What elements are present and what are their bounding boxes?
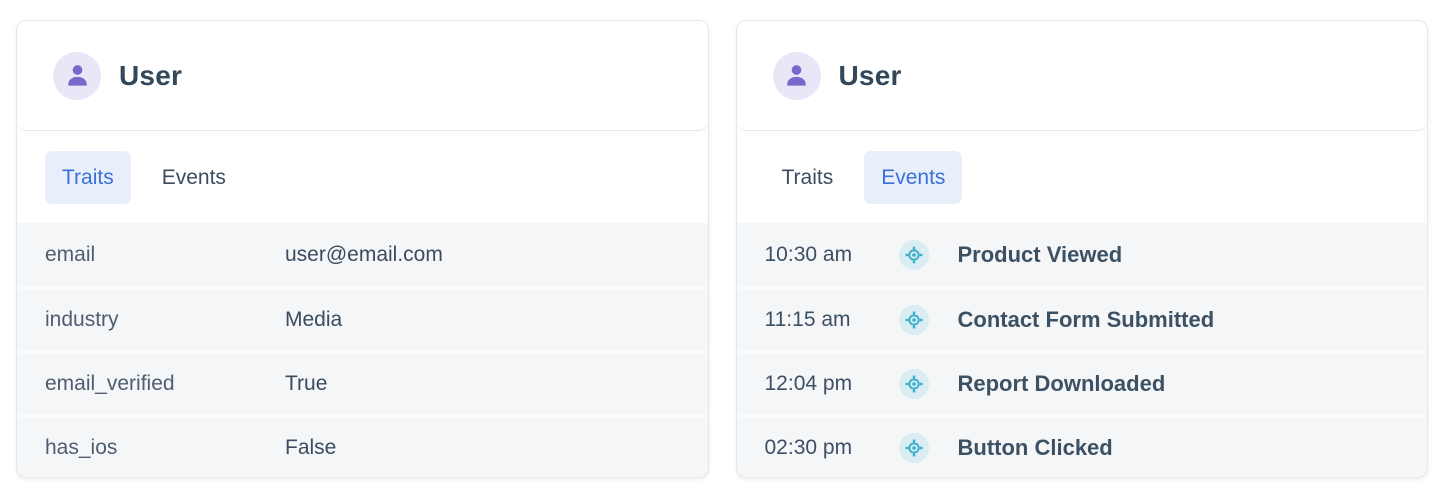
- event-row: 11:15 am Contact Form Submitted: [736, 287, 1427, 351]
- traits-list: email user@email.com industry Media emai…: [17, 223, 708, 477]
- card-header: User: [17, 21, 708, 131]
- event-name: Report Downloaded: [957, 371, 1166, 396]
- trait-key: has_ios: [45, 436, 118, 459]
- trait-row: has_ios False: [17, 415, 708, 477]
- tab-traits[interactable]: Traits: [765, 151, 851, 204]
- trait-value: Media: [285, 308, 343, 331]
- event-name: Contact Form Submitted: [957, 307, 1215, 332]
- card-title: User: [838, 59, 902, 91]
- trait-value: user@email.com: [285, 243, 443, 266]
- trait-key: industry: [45, 308, 119, 331]
- target-icon: [898, 433, 929, 463]
- event-time: 12:04 pm: [764, 372, 853, 395]
- events-list: 10:30 am Product Viewed 11:15 am: [736, 223, 1427, 477]
- user-card-traits: User Traits Events email user@email.com …: [16, 20, 709, 478]
- event-row: 10:30 am Product Viewed: [736, 223, 1427, 287]
- target-icon: [898, 305, 929, 335]
- tab-events[interactable]: Events: [145, 151, 243, 204]
- trait-key: email_verified: [45, 372, 175, 395]
- card-title: User: [119, 59, 183, 91]
- trait-key: email: [45, 243, 96, 266]
- tab-traits[interactable]: Traits: [45, 150, 131, 204]
- avatar: [53, 51, 101, 100]
- target-icon: [898, 369, 929, 399]
- trait-row: email_verified True: [17, 351, 708, 415]
- event-name: Button Clicked: [957, 435, 1113, 460]
- user-card-events: User Traits Events 10:30 am: [735, 20, 1428, 478]
- target-icon: [898, 240, 929, 270]
- card-header: User: [736, 21, 1427, 131]
- user-icon: [67, 65, 87, 86]
- event-row: 12:04 pm Report Downloaded: [736, 351, 1427, 415]
- event-name: Product Viewed: [957, 242, 1123, 267]
- event-time: 10:30 am: [764, 243, 853, 266]
- tab-events[interactable]: Events: [864, 150, 963, 204]
- event-time: 11:15 am: [764, 308, 851, 331]
- tab-bar: Traits Events: [17, 131, 708, 223]
- trait-value: False: [285, 436, 337, 459]
- event-row: 02:30 pm Button Clicked: [736, 415, 1427, 477]
- trait-value: True: [285, 372, 328, 395]
- user-icon: [787, 65, 806, 86]
- trait-row: industry Media: [17, 287, 708, 351]
- trait-row: email user@email.com: [17, 223, 708, 287]
- avatar: [772, 51, 821, 100]
- tab-bar: Traits Events: [736, 131, 1427, 223]
- event-time: 02:30 pm: [764, 436, 853, 459]
